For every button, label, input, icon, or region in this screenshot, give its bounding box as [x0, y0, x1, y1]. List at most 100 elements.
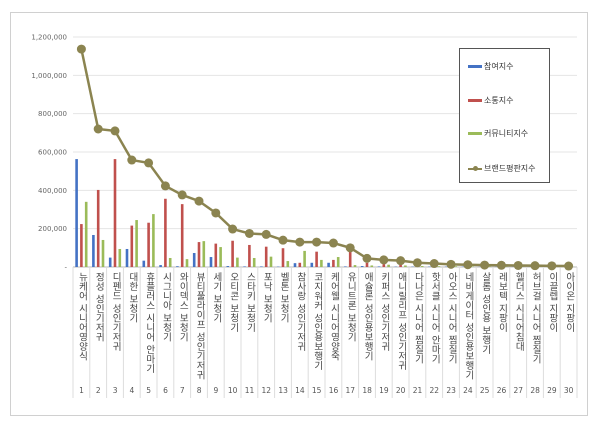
x-tick-number: 8 [196, 386, 202, 395]
line-point [379, 255, 389, 265]
bar-communication [382, 264, 386, 267]
bar-participation [125, 248, 129, 267]
bar-community [101, 239, 105, 267]
bar-communication [180, 204, 184, 267]
bar-communication [231, 240, 234, 267]
bar-participation [344, 266, 347, 267]
x-tick-number: 12 [261, 386, 272, 395]
x-tick-number: 11 [244, 386, 255, 395]
x-tick-label: 정성 성인기저귀 [93, 272, 105, 342]
x-tick-label: 뷰티풀라이프 성인기저귀 [194, 272, 206, 380]
legend-swatch [468, 165, 482, 171]
bar-communication [248, 244, 251, 267]
line-point [76, 44, 86, 54]
x-tick-label: 시그니아 보청기 [160, 272, 172, 342]
x-tick-label: 레보텍 지팡이 [496, 272, 508, 333]
x-tick-number: 15 [311, 386, 322, 395]
bar-communication [80, 224, 83, 267]
bar-community [353, 265, 357, 267]
bar-community [387, 264, 390, 267]
line-point [295, 237, 305, 247]
line-point [496, 260, 506, 270]
x-tick-label: 이끌렙 지팡이 [546, 272, 558, 333]
line-point [513, 260, 523, 270]
line-point [429, 259, 439, 269]
bar-participation [327, 262, 330, 267]
bar-community [84, 201, 88, 267]
x-tick-number: 5 [146, 386, 152, 395]
x-tick-number: 19 [379, 386, 389, 395]
x-tick-number: 16 [328, 386, 339, 395]
x-tick-number: 23 [446, 386, 456, 395]
line-point [211, 208, 221, 218]
bar-communication [348, 251, 352, 267]
x-tick-label: 뉴케어 시니어영양식 [76, 272, 88, 361]
x-tick-label: 살롬 성인용 보행기 [479, 272, 491, 355]
bar-communication [315, 251, 318, 267]
bar-community [336, 257, 340, 267]
bar-communication [399, 264, 402, 267]
bar-community [370, 265, 374, 267]
line-point [328, 238, 338, 248]
x-tick-number: 20 [395, 386, 406, 395]
x-tick-label: 아오스 시니어 찜질기 [446, 272, 458, 364]
bar-communication [281, 248, 285, 267]
legend-item-participation: 참여지수 [468, 61, 513, 72]
x-tick-number: 2 [95, 386, 101, 395]
bar-community [420, 266, 424, 267]
bar-community [303, 250, 306, 267]
y-tick-label: - [64, 264, 67, 272]
bar-participation [260, 266, 263, 267]
bar-community [236, 257, 239, 267]
x-tick-number: 3 [112, 386, 118, 395]
x-tick-number: 27 [513, 386, 524, 395]
x-tick-number: 10 [227, 386, 238, 395]
y-tick-label: 200,000 [38, 225, 67, 233]
bar-participation [92, 234, 95, 267]
x-tick-label: 디펜드 성인기저귀 [110, 272, 122, 352]
legend-swatch [468, 99, 482, 102]
bar-community [437, 266, 441, 267]
bar-communication [164, 198, 167, 267]
bar-participation [243, 266, 246, 267]
y-tick-label: 1,200,000 [31, 34, 67, 42]
line-point [480, 260, 490, 270]
x-tick-label: 대한 보청기 [126, 272, 138, 323]
bar-communication [365, 262, 369, 267]
line-point [144, 158, 154, 168]
line-point [228, 224, 238, 234]
line-point [261, 229, 271, 239]
x-tick-label: 다나은 시니어 찜질기 [412, 272, 424, 364]
legend-label: 브랜드평판지수 [484, 164, 536, 173]
bar-communication [147, 222, 150, 267]
line-point [177, 190, 187, 200]
bar-community [488, 266, 491, 267]
bar-communication [214, 243, 218, 267]
legend-label: 소통지수 [484, 96, 514, 105]
x-tick-label: 스타키 보청기 [244, 272, 256, 333]
x-tick-number: 13 [278, 386, 288, 395]
line-point [446, 259, 456, 269]
line-point [564, 261, 574, 271]
bar-participation [159, 265, 162, 267]
x-tick-number: 18 [362, 386, 372, 395]
x-tick-label: 아이온 지팡이 [563, 272, 575, 333]
bar-communication [332, 259, 335, 267]
x-tick-label: 케어웰 시니어영양죽 [328, 272, 340, 361]
line-point [127, 155, 137, 165]
bar-participation [176, 266, 179, 267]
line-point [93, 124, 103, 134]
x-tick-number: 24 [463, 386, 473, 395]
legend-item-community: 커뮤니티지수 [468, 128, 528, 139]
line-point [278, 235, 288, 245]
legend-item-brand-reputation: 브랜드평판지수 [468, 163, 536, 174]
bar-participation [192, 253, 196, 267]
legend-swatch [468, 132, 482, 135]
bar-participation [377, 266, 381, 267]
x-tick-number: 6 [163, 386, 168, 395]
bar-participation [142, 260, 146, 267]
bar-communication [264, 246, 268, 267]
bar-communication [113, 159, 117, 267]
legend-label: 참여지수 [484, 62, 514, 71]
x-tick-label: 세기 보청기 [210, 272, 222, 323]
